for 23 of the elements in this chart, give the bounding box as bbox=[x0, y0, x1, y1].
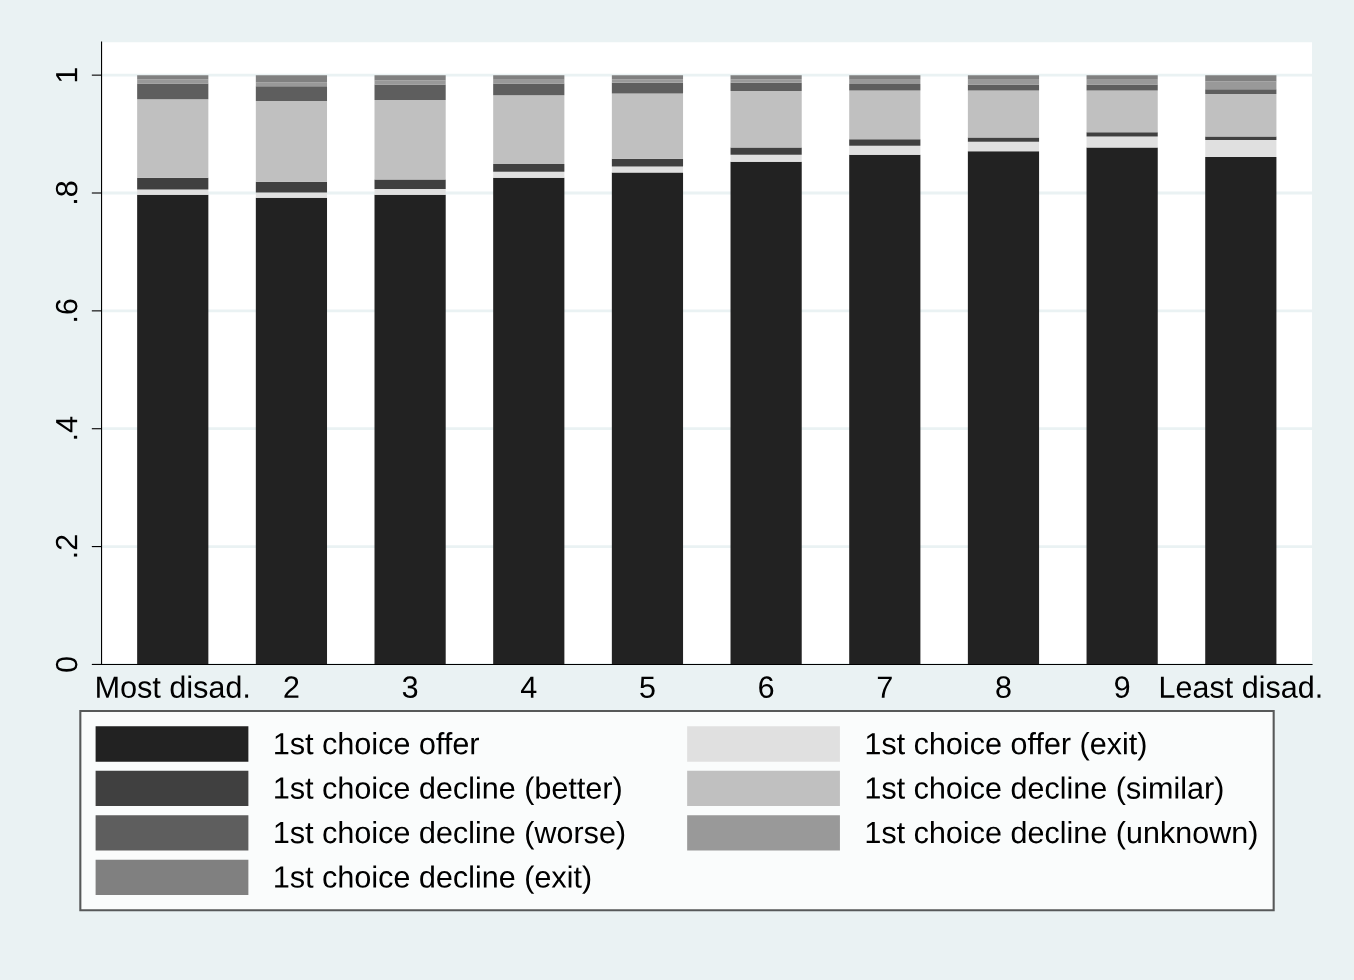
legend-label: 1st choice offer (exit) bbox=[866, 732, 1146, 761]
legend-label: 1st choice decline (worse) bbox=[275, 820, 625, 850]
y-tick-label: .6 bbox=[55, 299, 78, 321]
y-tick-label: .2 bbox=[55, 535, 78, 557]
x-tick-label: 4 bbox=[520, 676, 537, 698]
y-tick-label: .8 bbox=[55, 181, 78, 203]
legend-label: 1st choice decline (similar) bbox=[866, 776, 1223, 805]
x-tick-label: 9 bbox=[1115, 676, 1130, 698]
x-tick-label: 2 bbox=[284, 676, 299, 698]
x-tick-label: 3 bbox=[402, 676, 418, 698]
x-tick-label: 7 bbox=[877, 676, 892, 698]
legend-label: 1st choice decline (exit) bbox=[275, 865, 591, 894]
x-tick-label: Least disad. bbox=[1160, 675, 1321, 698]
y-tick-label: 1 bbox=[56, 68, 78, 82]
x-tick-label: 8 bbox=[996, 676, 1011, 698]
x-tick-label: 5 bbox=[640, 676, 655, 698]
legend-label: 1st choice decline (better) bbox=[275, 776, 621, 805]
legend-label: 1st choice offer bbox=[275, 732, 479, 755]
y-tick-label: .4 bbox=[56, 416, 78, 439]
legend-label: 1st choice decline (unknown) bbox=[866, 820, 1257, 850]
x-tick-label: 6 bbox=[759, 676, 774, 698]
x-tick-label: Most disad. bbox=[97, 675, 249, 698]
y-tick-label: 0 bbox=[55, 657, 78, 672]
